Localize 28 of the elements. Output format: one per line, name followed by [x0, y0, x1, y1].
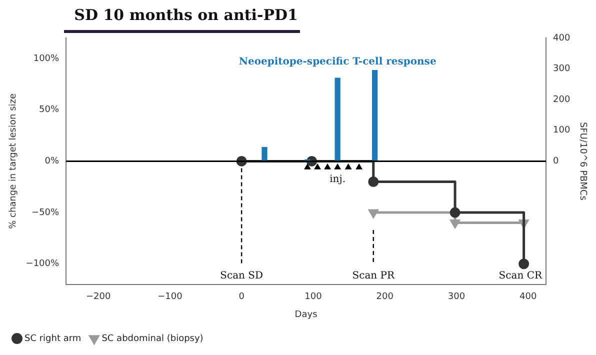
series-label: Neoepitope-specific T-cell response	[238, 56, 436, 68]
annotation: inj.	[330, 174, 346, 185]
legend-label: SC right arm	[24, 334, 82, 344]
y2-tick-label: 200	[553, 94, 570, 105]
y2-tick-label: 100	[553, 126, 570, 136]
y2-tick-label: 400	[553, 33, 570, 44]
x-tick-label: 300	[448, 292, 466, 302]
chart-title: SD 10 months on anti-PD1	[74, 6, 298, 24]
legend-label: SC abdominal (biopsy)	[102, 334, 204, 344]
y-tick-label: 100%	[33, 54, 60, 64]
y2-axis-title: SFU/10^6 PBMCs	[577, 122, 588, 201]
y-tick-label: −50%	[32, 208, 60, 218]
x-tick-label: 100	[304, 292, 322, 302]
y-tick-label: −100%	[26, 259, 60, 270]
y-tick-label: 50%	[39, 105, 60, 116]
x-tick-label: 200	[376, 292, 394, 302]
x-tick-label: 0	[238, 292, 245, 302]
annotation: Scan SD	[220, 270, 264, 282]
y2-tick-label: 0	[553, 156, 560, 167]
annotation: Scan PR	[352, 270, 395, 282]
x-axis-title: Days	[294, 310, 318, 320]
annotation: Scan CR	[498, 270, 542, 282]
y-tick-label: 0%	[44, 156, 60, 167]
x-tick-label: 400	[520, 292, 537, 302]
x-tick-label: −200	[86, 292, 111, 302]
y2-tick-label: 300	[553, 64, 570, 74]
x-tick-label: −100	[158, 292, 183, 302]
y-axis-title: % change in target lesion size	[8, 93, 19, 229]
